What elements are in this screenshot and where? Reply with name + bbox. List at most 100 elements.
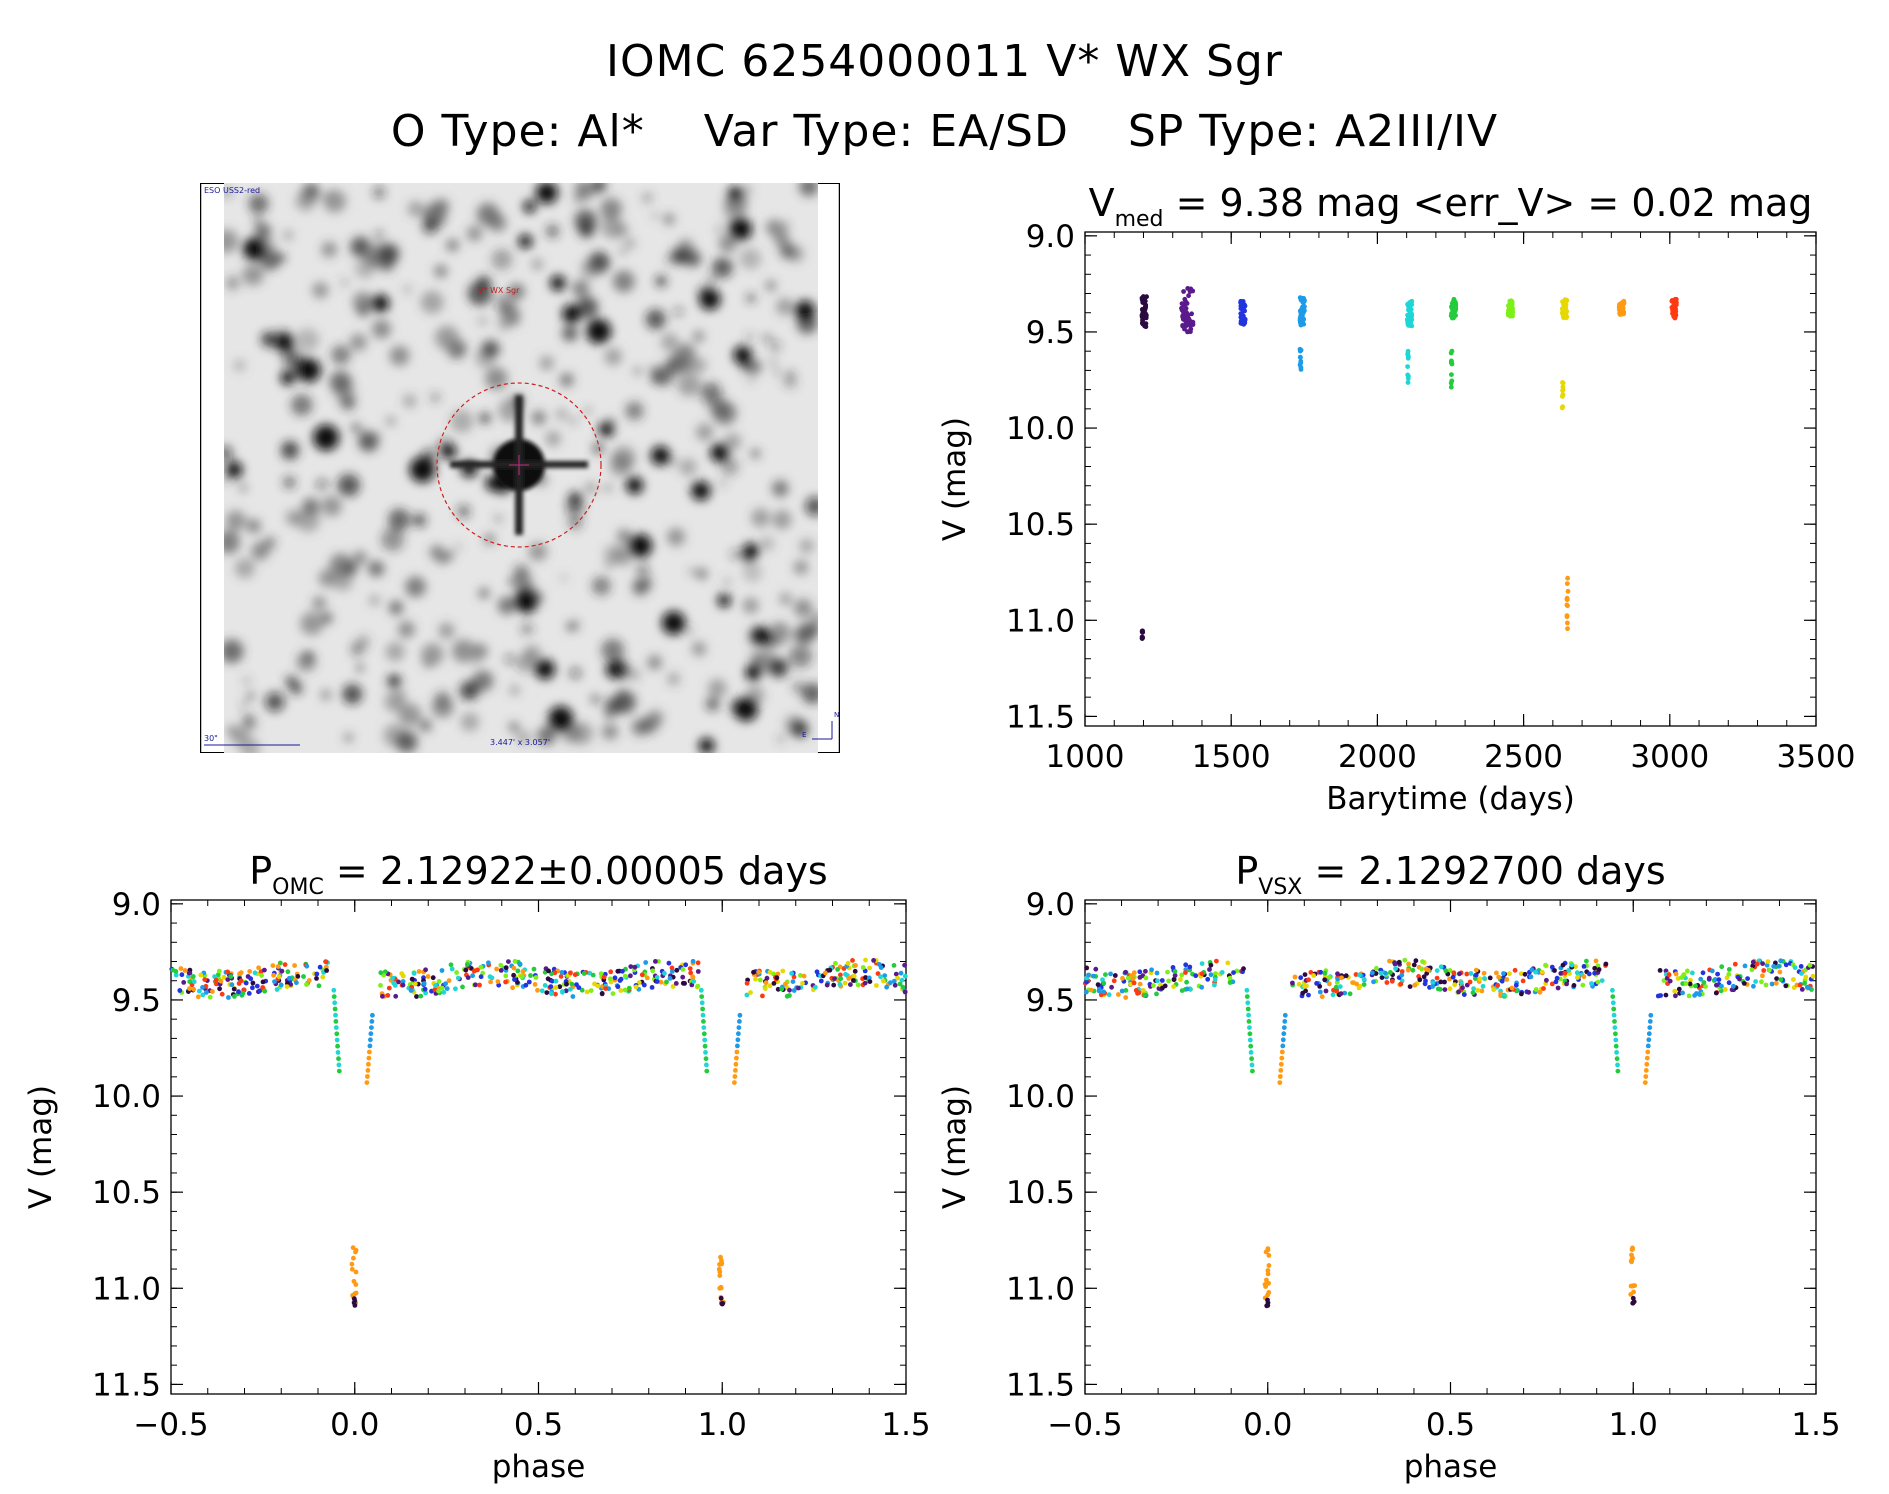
data-point <box>1179 988 1185 993</box>
field-star <box>387 674 402 689</box>
data-point <box>1227 975 1233 981</box>
data-point <box>1777 969 1783 975</box>
data-point <box>453 986 458 992</box>
field-star <box>569 417 576 424</box>
field-star-bright <box>313 424 340 451</box>
data-point <box>1242 317 1248 323</box>
data-point <box>1384 980 1390 985</box>
data-point <box>262 988 268 994</box>
data-point <box>1451 970 1457 976</box>
data-point <box>1183 323 1189 329</box>
data-point <box>902 989 908 995</box>
data-point <box>367 1049 372 1055</box>
data-point <box>1405 376 1411 381</box>
field-star <box>316 478 329 491</box>
data-point <box>408 988 414 993</box>
data-point <box>1676 986 1682 992</box>
data-point <box>1402 957 1408 963</box>
data-point <box>601 974 607 980</box>
data-point <box>226 995 231 1000</box>
field-star <box>562 325 578 342</box>
data-point <box>779 986 785 992</box>
data-point <box>1225 960 1231 966</box>
field-star <box>321 612 333 624</box>
data-point <box>225 977 231 982</box>
chart-title: PVSX = 2.1292700 days <box>1235 849 1665 900</box>
data-point <box>477 982 482 988</box>
data-point <box>1693 983 1698 989</box>
field-star <box>230 726 250 746</box>
data-point <box>1610 1000 1616 1006</box>
data-point <box>250 980 256 986</box>
x-tick-label: −0.5 <box>1047 1407 1122 1443</box>
data-point <box>252 970 258 976</box>
data-point <box>892 982 898 988</box>
field-star <box>488 213 507 232</box>
data-point <box>218 978 224 984</box>
data-point <box>1477 976 1483 982</box>
data-point <box>800 980 805 986</box>
data-point <box>718 1295 724 1301</box>
field-star <box>295 328 320 352</box>
field-star <box>352 550 367 565</box>
data-point <box>1792 965 1798 970</box>
data-point <box>1764 962 1770 968</box>
field-star <box>296 508 320 532</box>
data-point <box>1246 1019 1252 1024</box>
data-point <box>1803 974 1809 980</box>
data-point <box>214 981 219 987</box>
data-point <box>1791 977 1796 982</box>
data-point <box>411 971 417 976</box>
data-point <box>564 981 569 987</box>
data-point <box>306 978 312 983</box>
data-point <box>368 1031 374 1037</box>
field-star <box>331 570 353 591</box>
data-point <box>1162 983 1168 989</box>
data-point <box>526 979 532 985</box>
data-point <box>182 968 188 973</box>
data-point <box>649 985 655 990</box>
field-star <box>337 473 360 497</box>
data-point <box>238 978 244 984</box>
data-point <box>260 979 266 985</box>
field-star <box>779 592 792 606</box>
data-point <box>436 988 441 994</box>
data-point <box>1464 982 1470 988</box>
data-point <box>632 964 638 970</box>
field-star <box>450 409 474 433</box>
field-star <box>601 638 625 662</box>
field-star <box>706 277 716 286</box>
data-point <box>1084 979 1089 985</box>
data-point <box>608 969 614 975</box>
field-star <box>724 433 742 451</box>
data-point <box>1106 992 1112 998</box>
data-point <box>1799 971 1804 976</box>
y-tick-label: 10.0 <box>1006 411 1075 447</box>
data-point <box>1419 966 1425 972</box>
data-point <box>1537 989 1543 995</box>
data-point <box>1475 987 1481 993</box>
x-tick-label: 3500 <box>1777 739 1856 775</box>
field-star <box>491 248 513 270</box>
field-star <box>632 580 649 596</box>
data-point <box>1646 1031 1652 1037</box>
field-star <box>246 518 261 534</box>
data-point <box>1207 967 1212 972</box>
data-point <box>1565 588 1571 594</box>
data-point <box>622 987 628 993</box>
field-star <box>805 496 818 516</box>
data-point <box>314 971 320 977</box>
data-point <box>1308 970 1314 975</box>
data-point <box>1142 992 1147 998</box>
data-point <box>1212 982 1217 988</box>
data-point <box>366 1061 371 1067</box>
data-point <box>1797 982 1803 988</box>
data-point <box>1334 988 1339 994</box>
data-point <box>832 976 837 981</box>
data-point <box>465 975 471 980</box>
data-point <box>254 983 260 989</box>
data-point <box>767 983 773 989</box>
field-star <box>321 241 337 258</box>
data-point <box>517 961 523 967</box>
data-point <box>295 974 301 979</box>
